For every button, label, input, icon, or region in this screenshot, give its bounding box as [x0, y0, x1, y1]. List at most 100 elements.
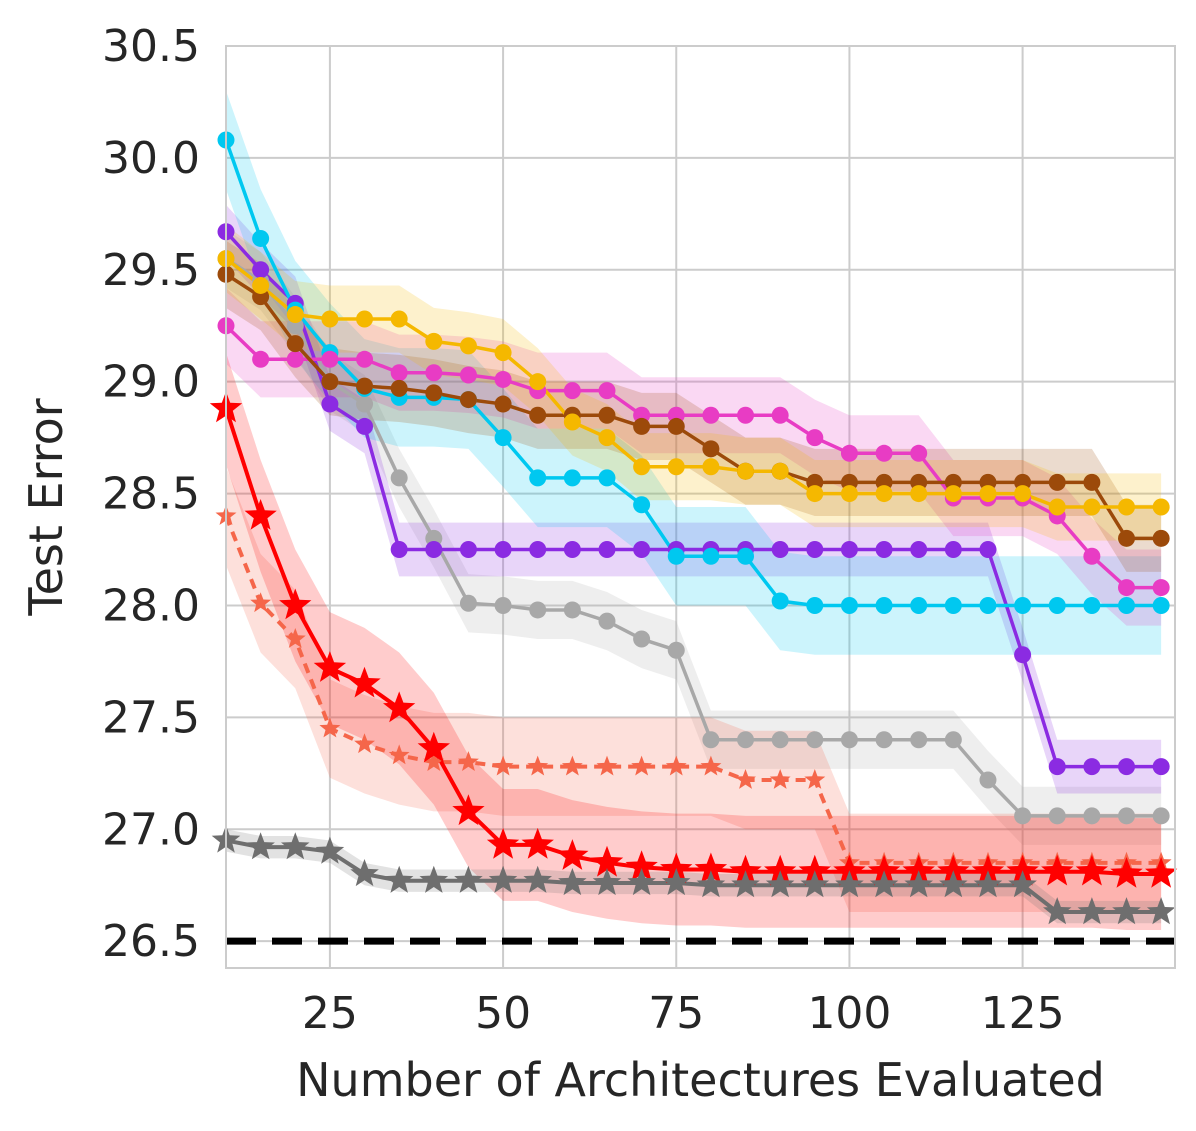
- series-magenta-line: [224, 324, 1162, 590]
- series-salmon-star-dashed-marker: [492, 755, 514, 776]
- series-red-star-marker: [313, 651, 347, 682]
- series-purple-marker: [806, 541, 824, 559]
- series-purple-marker: [425, 541, 443, 559]
- series-gray-dot-marker: [979, 771, 997, 789]
- series-gray-dot-marker: [667, 641, 685, 659]
- series-cyan-marker: [1083, 596, 1101, 614]
- series-red-star-marker: [486, 827, 520, 859]
- series-cyan-marker: [771, 592, 789, 610]
- series-darkgray-star-marker: [1008, 870, 1037, 898]
- series-magenta-marker: [1118, 579, 1136, 597]
- series-darkgray-star-marker: [488, 865, 518, 893]
- series-darkgray-star-marker: [939, 870, 968, 898]
- series-yellow-marker: [979, 485, 997, 503]
- series-gray-dot-marker: [737, 731, 755, 749]
- series-magenta-marker: [494, 370, 512, 388]
- series-gray-dot-marker: [1118, 807, 1136, 825]
- series-yellow-marker: [1014, 485, 1032, 503]
- series-red-star-marker: [729, 854, 762, 886]
- series-magenta-marker: [1083, 547, 1101, 565]
- series-cyan-marker: [702, 547, 720, 565]
- series-gray-dot-marker: [1152, 807, 1170, 825]
- series-darkgray-star-marker: [835, 870, 864, 898]
- series-yellow-marker: [702, 458, 720, 476]
- series-magenta-marker: [252, 350, 270, 368]
- series-magenta-band: [226, 287, 1162, 626]
- series-purple-marker: [390, 541, 408, 559]
- series-yellow-marker: [563, 413, 581, 431]
- series-yellow-marker: [425, 332, 443, 350]
- series-salmon-star-dashed-marker: [250, 592, 272, 613]
- series-red-star-marker: [764, 854, 797, 886]
- series-cyan-marker: [1048, 596, 1066, 614]
- series-yellow-marker: [286, 306, 304, 324]
- series-salmon-star-dashed-marker: [561, 755, 583, 776]
- series-salmon-star-dashed-marker: [596, 755, 618, 776]
- series-red-star-marker: [383, 691, 416, 723]
- series-purple-marker: [321, 395, 339, 413]
- series-gray-dot-marker: [702, 731, 720, 749]
- tick-labels: 25 50 75 100 125 26.5 27.0 27.5 28.0 28.5 29.0 29.5…: [102, 21, 1065, 1039]
- series-red-star-band: [226, 352, 1162, 930]
- series-red-star-marker: [902, 854, 935, 886]
- series-gray-dot-marker: [356, 395, 374, 413]
- series-purple-marker: [1152, 758, 1170, 776]
- series-salmon-star-dashed-band: [226, 466, 1162, 913]
- series-cyan-marker: [1118, 596, 1136, 614]
- x-axis-label: Number of Architectures Evaluated: [296, 1053, 1105, 1107]
- series-magenta-marker: [702, 406, 720, 424]
- y-tick-label: 27.0: [102, 804, 200, 855]
- series-darkgray-star-marker: [627, 868, 656, 896]
- series-yellow-marker: [633, 458, 651, 476]
- series-gray-dot-band: [226, 229, 1162, 845]
- series-gray-dot-marker: [529, 601, 547, 619]
- series-yellow-marker: [840, 485, 858, 503]
- series-salmon-star-dashed-marker: [388, 744, 410, 765]
- y-tick-label: 29.0: [102, 357, 200, 408]
- series-brown-marker: [598, 406, 616, 424]
- series-gray-dot-marker: [598, 612, 616, 630]
- series-gray-dot-marker: [390, 469, 408, 487]
- series-purple-marker: [979, 541, 997, 559]
- series-red-star-marker: [556, 839, 589, 870]
- series-cyan-marker: [667, 547, 685, 565]
- series-yellow-marker: [598, 429, 616, 447]
- series-brown-marker: [529, 406, 547, 424]
- series-red-star-marker: [521, 827, 554, 859]
- series-darkgray-star-marker: [523, 865, 552, 893]
- series-red-star-line: [224, 407, 1162, 877]
- series-yellow-line: [224, 257, 1162, 509]
- series-red-star-marker: [625, 850, 658, 881]
- y-axis-label: Test Error: [19, 398, 73, 616]
- series-purple-marker: [1014, 646, 1032, 664]
- series-purple-marker: [252, 261, 270, 279]
- series-yellow-marker: [494, 344, 512, 362]
- series-purple-marker: [356, 417, 374, 435]
- series-salmon-star-dashed-marker: [735, 769, 756, 789]
- x-tick-label: 125: [981, 988, 1065, 1039]
- series-gray-dot-marker: [1083, 807, 1101, 825]
- series-purple-marker: [1083, 758, 1101, 776]
- series-gray-dot-marker: [494, 596, 512, 614]
- series-brown-marker: [1083, 473, 1101, 491]
- series-gray-dot-marker: [840, 731, 858, 749]
- series-darkgray-star-marker: [454, 865, 483, 893]
- series-gray-dot-marker: [1014, 807, 1032, 825]
- series-magenta-marker: [737, 406, 755, 424]
- series-cyan-marker: [563, 469, 581, 487]
- series-brown-marker: [667, 417, 685, 435]
- series-cyan-marker: [494, 429, 512, 447]
- series-brown-marker: [390, 379, 408, 397]
- series-salmon-star-dashed-marker: [804, 769, 826, 789]
- series-red-star-marker: [867, 854, 901, 886]
- series-magenta-marker: [425, 364, 443, 382]
- series-purple-marker: [598, 541, 616, 559]
- series-brown-line: [225, 272, 1162, 541]
- series-darkgray-star-marker: [1146, 897, 1176, 925]
- series-purple-marker: [1048, 758, 1066, 776]
- series-purple-marker: [771, 541, 789, 559]
- series-brown-marker: [425, 384, 443, 402]
- y-tick-label: 27.5: [102, 692, 200, 743]
- series-cyan-marker: [1152, 596, 1170, 614]
- series-cyan-line: [224, 139, 1162, 608]
